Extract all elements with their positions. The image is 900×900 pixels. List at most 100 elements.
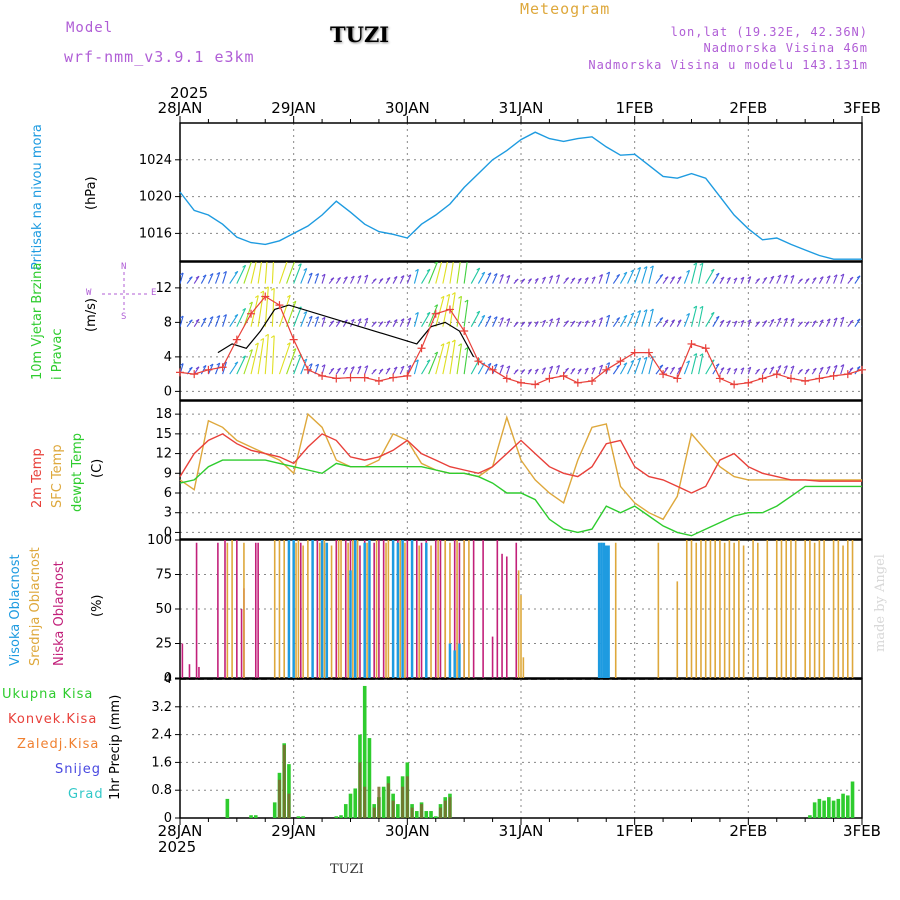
conv-precip-bar (372, 807, 376, 818)
wind-ytick-label: 4 (164, 350, 172, 365)
wind-arrow (264, 262, 268, 284)
wind-arrow-head (293, 258, 296, 260)
wind-speed-marker (218, 363, 227, 372)
wind-speed-marker (431, 309, 440, 318)
wind-arrow-head (223, 270, 227, 274)
wind-ytick-label: 0 (164, 384, 172, 399)
wind-arrow-head (297, 263, 302, 267)
wind-arrow (619, 315, 628, 327)
total-precip-bar (362, 685, 367, 818)
wind-arrow (676, 276, 682, 284)
t2m-line (179, 433, 862, 494)
wind-speed-marker (744, 378, 753, 387)
total-precip-bar (429, 811, 433, 818)
wind-arrow (648, 356, 654, 375)
wind-arrow-head (528, 321, 532, 325)
wind-arrow (470, 267, 481, 284)
wind-arrow-head (856, 318, 861, 322)
wind-speed-marker (858, 365, 866, 374)
wind-arrow (605, 315, 611, 327)
wind-arrow (229, 314, 239, 327)
wind-arrow-head (372, 278, 377, 282)
wind-arrow-head (292, 348, 297, 352)
wind-arrow-head (364, 365, 369, 369)
wind-arrow-head (637, 357, 641, 361)
temp-ytick-label: 18 (155, 407, 172, 422)
wind-arrow-head (234, 314, 239, 317)
wind-arrow (229, 271, 239, 284)
wind-arrow (271, 335, 275, 375)
conv-precip-bar (438, 807, 442, 818)
wind-arrow-head (458, 295, 462, 299)
wind-arrow-head (630, 312, 635, 316)
wind-arrow-head (180, 272, 184, 276)
wind-arrow (180, 272, 184, 284)
wind-arrow (250, 342, 259, 375)
wind-arrow-head (344, 276, 348, 280)
wind-arrow-head (826, 318, 831, 322)
wind-arrow-head (856, 365, 861, 369)
total-precip-bar (817, 798, 822, 818)
wind-arrow-head (727, 320, 731, 324)
wind-arrow (769, 319, 775, 327)
wind-arrow (492, 273, 498, 284)
wind-arrow-head (649, 265, 654, 269)
wind-speed-marker (232, 335, 241, 344)
wind-arrow-head (799, 278, 803, 282)
wind-arrow-head (643, 309, 648, 313)
wind-arrow-head (534, 321, 539, 325)
wind-arrow (392, 366, 398, 375)
wind-arrow-head (426, 311, 431, 315)
wind-arrow-head (308, 315, 313, 319)
wind-speed-marker (318, 371, 327, 380)
wind-arrow (627, 269, 635, 284)
wind-arrow-head (584, 277, 589, 281)
wind-arrow-head (350, 318, 355, 322)
wind-arrow (428, 304, 439, 327)
wind-arrow-head (591, 319, 596, 323)
wind-arrow (683, 270, 691, 284)
wind-arrow-head (364, 317, 369, 321)
wind-arrow-head (195, 318, 200, 322)
wind-arrow-head (451, 292, 456, 296)
wind-arrow (776, 317, 782, 327)
wind-arrow (406, 274, 412, 284)
sfc-temp-line (179, 412, 862, 521)
wind-arrow-head (506, 274, 511, 278)
wind-arrow (293, 354, 302, 375)
wind-arrow-head (255, 342, 259, 346)
wind-speed-marker (403, 371, 412, 380)
wind-arrow-head (720, 367, 725, 371)
wind-arrow-head (699, 262, 704, 266)
wind-arrow-head (415, 311, 419, 315)
temp-ytick-label: 0 (164, 525, 172, 540)
wind-speed-marker (602, 365, 611, 374)
wind-arrow-head (534, 278, 539, 281)
wind-arrow (200, 365, 207, 375)
wind-arrow-head (664, 319, 669, 323)
wind-arrow-head (426, 268, 431, 272)
wind-arrow-head (826, 365, 831, 369)
wind-arrow-head (521, 369, 526, 372)
wind-arrow (222, 271, 227, 284)
wind-arrow-head (664, 366, 669, 370)
total-precip-bar (808, 815, 812, 818)
wind-arrow (840, 364, 845, 375)
pressure-line (179, 131, 862, 260)
wind-gust-line (217, 304, 475, 358)
wind-arrow-head (271, 245, 274, 247)
wind-arrow (655, 274, 664, 284)
wind-arrow-head (826, 275, 831, 279)
wind-arrow (293, 263, 302, 284)
wind-ytick-label: 8 (164, 315, 172, 330)
wind-arrow-head (693, 353, 697, 357)
wind-arrow-head (763, 367, 768, 371)
wind-arrow-head (637, 310, 641, 313)
wind-arrow-head (659, 364, 664, 368)
wind-arrow (676, 366, 682, 375)
wind-speed-marker (815, 374, 824, 383)
wind-arrow (627, 312, 635, 327)
wind-arrow (669, 319, 676, 327)
temp-ytick-label: 9 (164, 466, 172, 481)
